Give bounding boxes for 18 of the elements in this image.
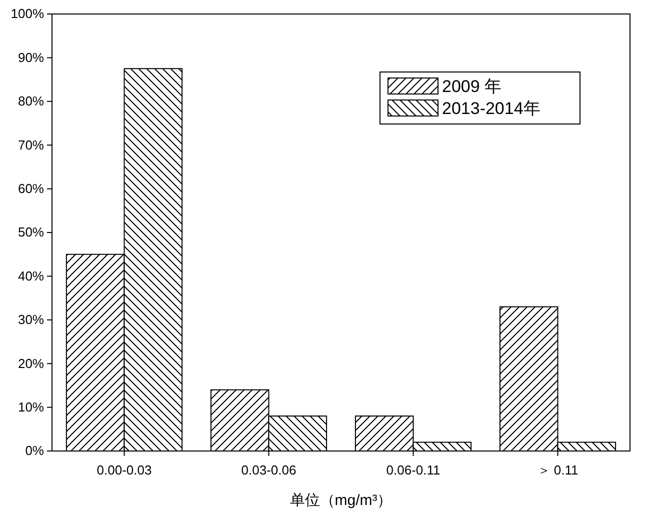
y-tick-label: 50% [18, 224, 44, 240]
y-tick-label: 80% [18, 94, 44, 109]
y-tick-label: 40% [18, 268, 44, 284]
x-axis-title: 单位（mg/m³） [290, 492, 392, 509]
x-tick-label: ＞ 0.11 [537, 462, 578, 478]
y-tick-label: 20% [18, 356, 44, 371]
y-tick-label: 0% [25, 443, 44, 458]
legend-label: 2013-2014年 [442, 99, 540, 118]
y-tick-label: 100% [10, 6, 44, 22]
x-tick-label: 0.00-0.03 [96, 462, 152, 478]
y-tick-label: 60% [18, 180, 44, 196]
x-tick-label: 0.06-0.11 [386, 462, 440, 478]
y-tick-label: 10% [18, 399, 44, 414]
x-tick-label: 0.03-0.06 [241, 462, 296, 478]
y-tick-label: 30% [18, 312, 44, 328]
legend-label: 2009 年 [442, 77, 502, 96]
y-tick-label: 70% [18, 137, 44, 152]
y-tick-label: 90% [18, 50, 44, 65]
